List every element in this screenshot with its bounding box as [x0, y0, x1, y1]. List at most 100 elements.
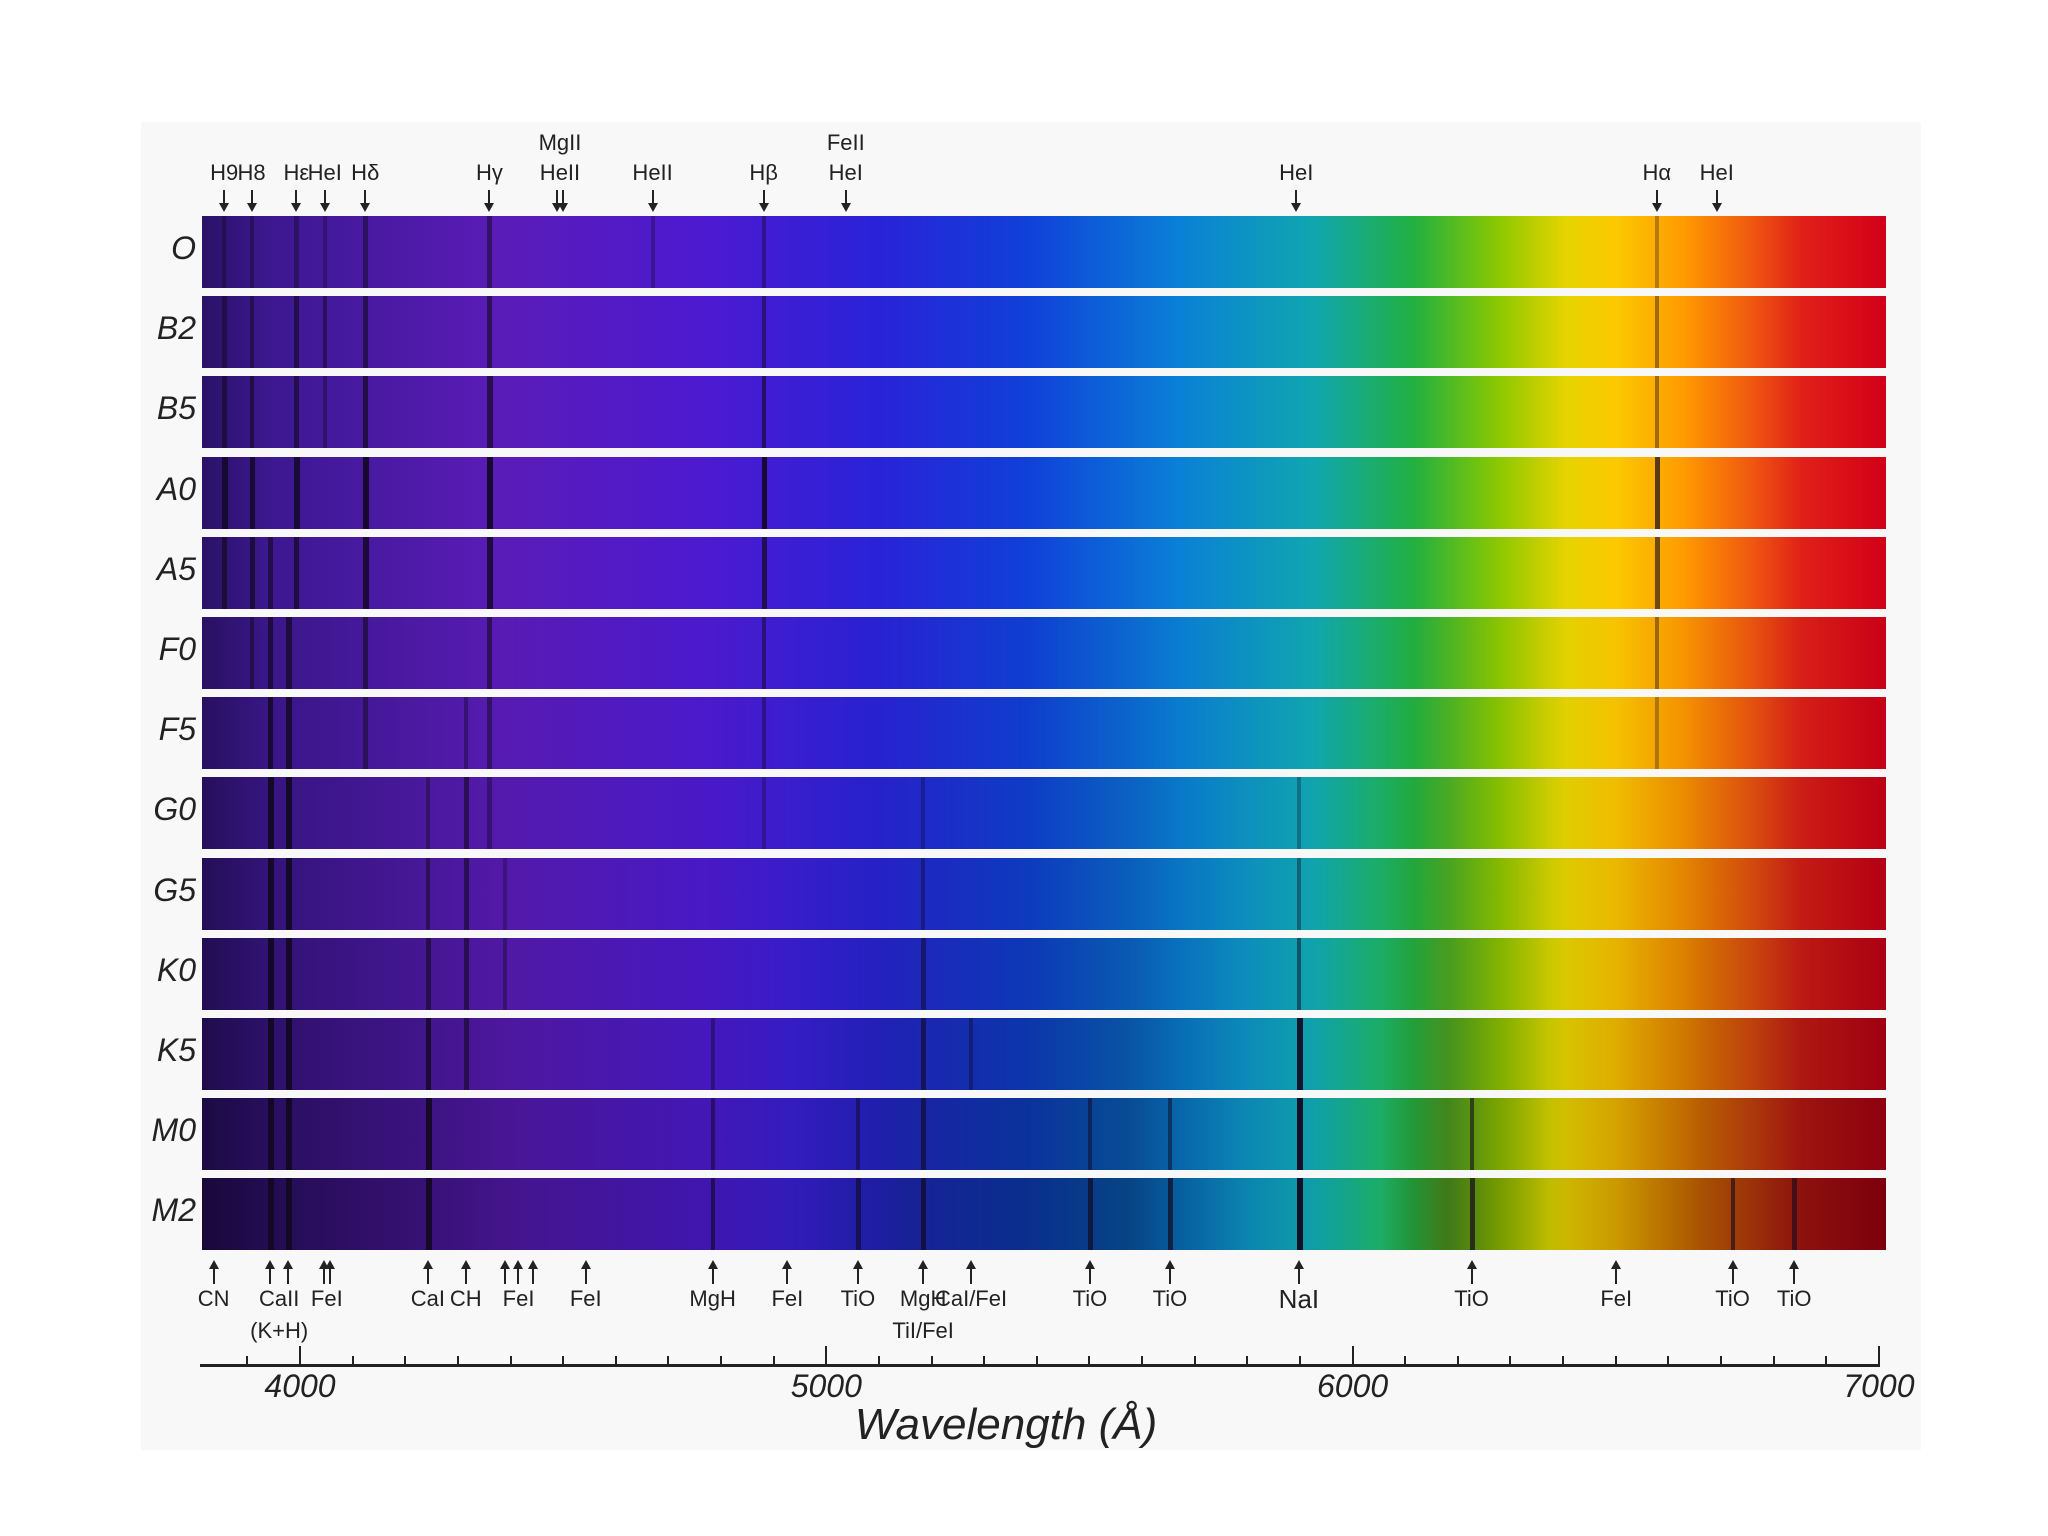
- axis-title: Wavelength (Å): [854, 1400, 1158, 1449]
- line-label: H9: [210, 160, 239, 185]
- line-marker-arrow: [246, 190, 257, 212]
- line-marker-arrow: [557, 190, 568, 212]
- line-label: HeII: [539, 160, 581, 185]
- line-label: MgH: [689, 1286, 736, 1311]
- absorption-line: [921, 777, 926, 850]
- major-tick: [299, 1346, 301, 1366]
- absorption-line: [969, 1018, 974, 1090]
- absorption-line: [1654, 296, 1659, 369]
- absorption-line: [363, 296, 369, 369]
- absorption-line: [503, 857, 508, 930]
- spectral-type-label: O: [171, 230, 196, 266]
- spectrum-band-f0: [202, 617, 1886, 689]
- line-label: CH: [449, 1286, 482, 1311]
- minor-tick: [1772, 1356, 1775, 1366]
- absorption-line: [921, 937, 926, 1010]
- spectrum-band-g5: [202, 857, 1886, 930]
- absorption-line: [1296, 857, 1302, 930]
- spectrum-band-f5: [202, 697, 1886, 770]
- minor-tick: [1246, 1356, 1249, 1366]
- minor-tick: [1193, 1356, 1196, 1366]
- absorption-line: [1167, 1178, 1174, 1251]
- absorption-line: [294, 376, 300, 449]
- minor-tick: [1667, 1356, 1670, 1366]
- line-label: FeI: [1600, 1286, 1633, 1311]
- line-marker-arrow: [324, 1260, 335, 1284]
- absorption-line: [222, 296, 227, 369]
- line-marker-arrow: [265, 1260, 275, 1284]
- spectrum-band-m2: [202, 1178, 1886, 1251]
- minor-tick: [983, 1356, 986, 1366]
- absorption-line: [425, 777, 431, 850]
- absorption-line: [1296, 1178, 1303, 1251]
- absorption-line: [249, 296, 255, 369]
- molecular-band-darkening: [202, 617, 1886, 689]
- line-marker-arrow: [552, 190, 563, 212]
- absorption-line: [268, 1018, 274, 1090]
- line-label: HeII: [632, 160, 673, 185]
- absorption-line: [322, 216, 327, 288]
- minor-tick: [720, 1356, 723, 1366]
- line-marker-arrow: [500, 1260, 511, 1284]
- line-marker-arrow: [1727, 1260, 1738, 1284]
- absorption-line: [487, 536, 493, 609]
- absorption-line: [268, 937, 274, 1010]
- absorption-line: [1087, 1098, 1093, 1171]
- absorption-line: [222, 216, 227, 288]
- absorption-line: [294, 216, 299, 288]
- line-marker-arrow: [1466, 1260, 1477, 1284]
- tick-label: 6000: [1317, 1368, 1389, 1404]
- tick-label: 7000: [1843, 1368, 1915, 1404]
- absorption-line: [1296, 1018, 1303, 1090]
- absorption-line: [1654, 617, 1659, 689]
- line-label: Hβ: [749, 160, 778, 185]
- line-label: Hδ: [351, 160, 380, 185]
- absorption-line: [286, 937, 293, 1010]
- spectrum-band-k5: [202, 1018, 1886, 1090]
- molecular-band-darkening: [202, 697, 1886, 770]
- minor-tick: [930, 1356, 933, 1366]
- absorption-line: [294, 536, 300, 609]
- line-marker-arrow: [1651, 190, 1662, 212]
- line-label: HeI: [1699, 160, 1734, 185]
- line-label: CN: [197, 1286, 230, 1311]
- line-marker-arrow: [707, 1260, 718, 1284]
- absorption-line: [425, 1018, 432, 1090]
- line-label: Hγ: [476, 160, 503, 185]
- absorption-line: [1087, 1178, 1094, 1251]
- absorption-line: [855, 1178, 861, 1251]
- line-label: CaI/FeI: [934, 1286, 1008, 1311]
- absorption-line: [855, 1098, 861, 1171]
- absorption-line: [463, 857, 469, 930]
- major-tick: [1877, 1346, 1880, 1366]
- absorption-line: [268, 697, 274, 770]
- minor-tick: [1720, 1356, 1722, 1366]
- line-label: TiO: [1152, 1286, 1188, 1311]
- molecular-band-darkening: [202, 1178, 1886, 1251]
- line-label: FeI: [310, 1286, 343, 1311]
- line-marker-arrow: [208, 1260, 219, 1284]
- absorption-line: [222, 536, 228, 609]
- major-tick: [825, 1346, 828, 1366]
- minor-tick: [877, 1356, 880, 1366]
- absorption-line: [363, 216, 368, 288]
- absorption-line: [249, 216, 254, 288]
- absorption-line: [249, 376, 255, 449]
- absorption-line: [363, 617, 369, 689]
- line-label: HeI: [1279, 160, 1314, 185]
- absorption-line: [761, 697, 766, 770]
- absorption-line: [921, 857, 926, 930]
- line-label: HeI: [828, 160, 863, 185]
- line-label: CaII: [259, 1286, 300, 1311]
- molecular-band-darkening: [202, 777, 1886, 850]
- line-label: H8: [237, 160, 266, 185]
- absorption-line: [761, 617, 767, 689]
- spectrum-band-b5: [202, 376, 1886, 449]
- line-marker-arrow: [647, 190, 658, 212]
- spectral-type-label: A5: [156, 550, 196, 587]
- absorption-line: [487, 617, 493, 689]
- spectrum-band-o: [202, 216, 1886, 288]
- absorption-line: [249, 617, 255, 689]
- minor-tick: [1141, 1356, 1144, 1366]
- absorption-line: [249, 456, 255, 529]
